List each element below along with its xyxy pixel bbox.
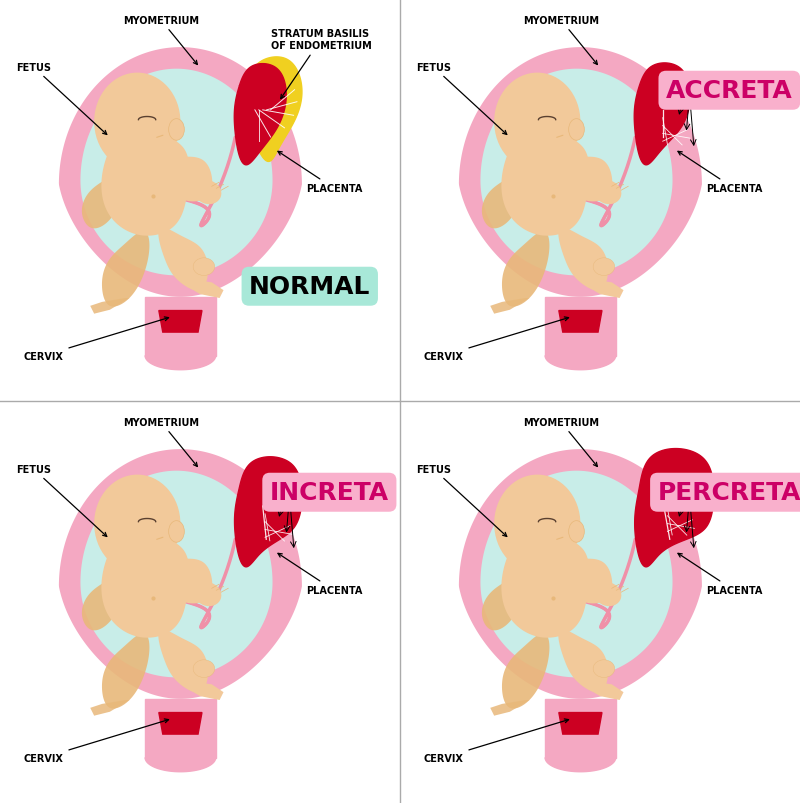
- Polygon shape: [564, 559, 612, 604]
- Polygon shape: [59, 450, 302, 699]
- Polygon shape: [145, 699, 216, 758]
- Text: STRATUM BASILIS
OF ENDOMETRIUM: STRATUM BASILIS OF ENDOMETRIUM: [270, 30, 371, 100]
- Polygon shape: [581, 279, 623, 299]
- Text: CERVIX: CERVIX: [24, 317, 169, 361]
- Polygon shape: [545, 297, 616, 357]
- Polygon shape: [481, 471, 673, 678]
- Polygon shape: [490, 700, 530, 715]
- Polygon shape: [102, 132, 189, 236]
- Polygon shape: [158, 630, 208, 693]
- Text: INCRETA: INCRETA: [270, 481, 389, 504]
- Ellipse shape: [94, 475, 181, 573]
- Text: PERCRETA: PERCRETA: [658, 481, 800, 504]
- Polygon shape: [90, 299, 130, 314]
- Ellipse shape: [194, 181, 222, 205]
- Ellipse shape: [594, 181, 622, 205]
- Ellipse shape: [169, 521, 184, 543]
- Polygon shape: [159, 712, 202, 734]
- Polygon shape: [82, 579, 123, 630]
- Polygon shape: [545, 357, 616, 370]
- Polygon shape: [490, 299, 530, 314]
- Polygon shape: [634, 63, 690, 165]
- Ellipse shape: [193, 259, 214, 276]
- Polygon shape: [545, 699, 616, 758]
- Ellipse shape: [494, 74, 581, 171]
- Polygon shape: [459, 48, 702, 297]
- Text: NORMAL: NORMAL: [249, 275, 370, 299]
- Polygon shape: [502, 232, 550, 308]
- Polygon shape: [482, 579, 523, 630]
- Text: FETUS: FETUS: [416, 63, 506, 135]
- Ellipse shape: [169, 120, 184, 141]
- Polygon shape: [164, 559, 212, 604]
- Text: PLACENTA: PLACENTA: [278, 553, 362, 596]
- Text: PLACENTA: PLACENTA: [678, 553, 762, 596]
- Text: MYOMETRIUM: MYOMETRIUM: [123, 16, 199, 65]
- Polygon shape: [502, 634, 550, 709]
- Polygon shape: [245, 58, 302, 162]
- Text: CERVIX: CERVIX: [424, 719, 569, 763]
- Polygon shape: [159, 311, 202, 332]
- Polygon shape: [234, 457, 302, 567]
- Polygon shape: [102, 634, 150, 709]
- Text: CERVIX: CERVIX: [424, 317, 569, 361]
- Polygon shape: [559, 712, 602, 734]
- Ellipse shape: [193, 660, 214, 678]
- Text: PLACENTA: PLACENTA: [278, 152, 362, 194]
- Polygon shape: [558, 228, 608, 291]
- Text: FETUS: FETUS: [416, 464, 506, 536]
- Polygon shape: [145, 357, 216, 370]
- Polygon shape: [482, 177, 523, 229]
- Polygon shape: [559, 311, 602, 332]
- Ellipse shape: [593, 660, 614, 678]
- Text: FETUS: FETUS: [16, 464, 106, 536]
- Polygon shape: [558, 630, 608, 693]
- Ellipse shape: [494, 475, 581, 573]
- Ellipse shape: [569, 521, 584, 543]
- Ellipse shape: [593, 259, 614, 276]
- Text: MYOMETRIUM: MYOMETRIUM: [123, 418, 199, 467]
- Ellipse shape: [594, 582, 622, 606]
- Text: PLACENTA: PLACENTA: [678, 152, 762, 194]
- Polygon shape: [90, 700, 130, 715]
- Text: ACCRETA: ACCRETA: [666, 79, 793, 103]
- Text: MYOMETRIUM: MYOMETRIUM: [523, 418, 598, 467]
- Text: CERVIX: CERVIX: [24, 719, 169, 763]
- Polygon shape: [158, 228, 208, 291]
- Polygon shape: [164, 157, 212, 202]
- Polygon shape: [102, 533, 189, 638]
- Polygon shape: [102, 232, 150, 308]
- Text: FETUS: FETUS: [16, 63, 106, 135]
- Polygon shape: [581, 681, 623, 700]
- Polygon shape: [481, 70, 673, 276]
- Polygon shape: [82, 177, 123, 229]
- Ellipse shape: [194, 582, 222, 606]
- Polygon shape: [81, 70, 273, 276]
- Polygon shape: [459, 450, 702, 699]
- Text: MYOMETRIUM: MYOMETRIUM: [523, 16, 598, 65]
- Polygon shape: [502, 533, 589, 638]
- Polygon shape: [181, 279, 223, 299]
- Polygon shape: [545, 758, 616, 772]
- Ellipse shape: [94, 74, 181, 171]
- Polygon shape: [145, 758, 216, 772]
- Polygon shape: [564, 157, 612, 202]
- Polygon shape: [59, 48, 302, 297]
- Polygon shape: [502, 132, 589, 236]
- Polygon shape: [181, 681, 223, 700]
- Ellipse shape: [569, 120, 584, 141]
- Polygon shape: [634, 449, 714, 567]
- Polygon shape: [145, 297, 216, 357]
- Polygon shape: [234, 64, 286, 165]
- Polygon shape: [81, 471, 273, 678]
